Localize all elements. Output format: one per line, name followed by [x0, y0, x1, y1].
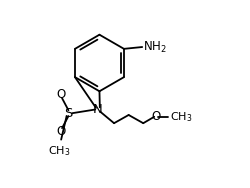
- Text: O: O: [56, 88, 66, 101]
- Text: S: S: [64, 107, 73, 120]
- Text: N: N: [93, 103, 102, 116]
- Text: CH$_3$: CH$_3$: [48, 144, 70, 158]
- Text: O: O: [56, 125, 66, 138]
- Text: O: O: [152, 110, 161, 123]
- Text: CH$_3$: CH$_3$: [170, 110, 192, 124]
- Text: NH$_2$: NH$_2$: [143, 39, 167, 55]
